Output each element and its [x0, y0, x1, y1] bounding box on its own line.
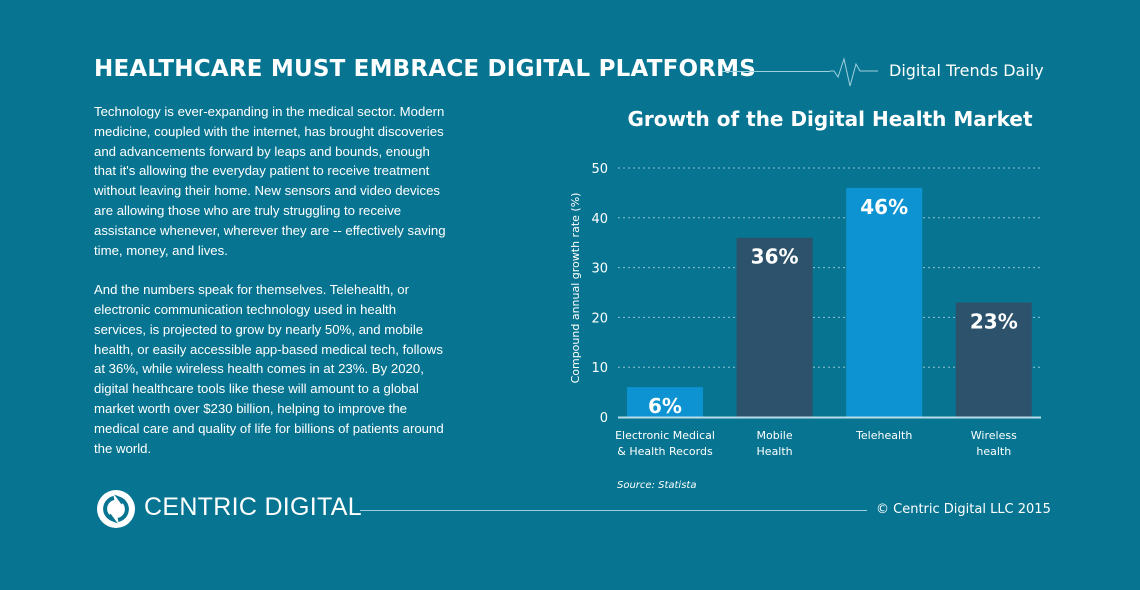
y-tick-label: 50 — [591, 162, 608, 177]
brand-name: Digital Trends Daily — [889, 61, 1044, 80]
y-tick-label: 40 — [591, 212, 608, 227]
x-tick-label: Mobile — [757, 429, 793, 442]
x-tick-label: Wireless — [971, 429, 1017, 442]
y-tick-label: 30 — [591, 262, 608, 277]
bar — [846, 187, 923, 417]
data-label: 23% — [970, 309, 1018, 333]
data-label: 36% — [751, 245, 799, 269]
header-divider — [722, 71, 830, 72]
source-note: Source: Statista — [617, 480, 696, 491]
bar — [955, 302, 1032, 417]
article-paragraph: Technology is ever-expanding in the medi… — [94, 104, 446, 258]
bar — [736, 237, 813, 417]
copyright: © Centric Digital LLC 2015 — [876, 502, 1051, 517]
y-tick-label: 0 — [600, 411, 608, 426]
bar-chart: 0 10 20 30 40 50 Compound annual growth rate (… — [569, 162, 1041, 491]
x-tick-label: Health — [757, 445, 793, 458]
y-tick-label: 20 — [591, 311, 608, 326]
chart-title: Growth of the Digital Health Market — [627, 107, 1033, 131]
heartbeat-line-icon — [830, 57, 878, 87]
y-axis-label: Compound annual growth rate (%) — [569, 193, 582, 384]
data-label: 46% — [860, 195, 908, 219]
x-tick-label: & Health Records — [617, 445, 713, 458]
bar — [627, 387, 703, 417]
centric-digital-logo-icon — [97, 490, 135, 528]
x-tick-label: Electronic Medical — [615, 429, 715, 442]
x-tick-label: Telehealth — [855, 429, 912, 442]
article-paragraph: And the numbers speak for themselves. Te… — [94, 282, 444, 456]
data-label: 6% — [648, 394, 682, 418]
page-title: HEALTHCARE MUST EMBRACE DIGITAL PLATFORM… — [94, 56, 757, 82]
logo-text: CENTRIC DIGITAL — [144, 493, 362, 521]
x-tick-label: health — [976, 445, 1011, 458]
article-body: Technology is ever-expanding in the medi… — [94, 102, 446, 478]
y-tick-label: 10 — [591, 361, 608, 376]
footer-divider — [360, 510, 867, 511]
